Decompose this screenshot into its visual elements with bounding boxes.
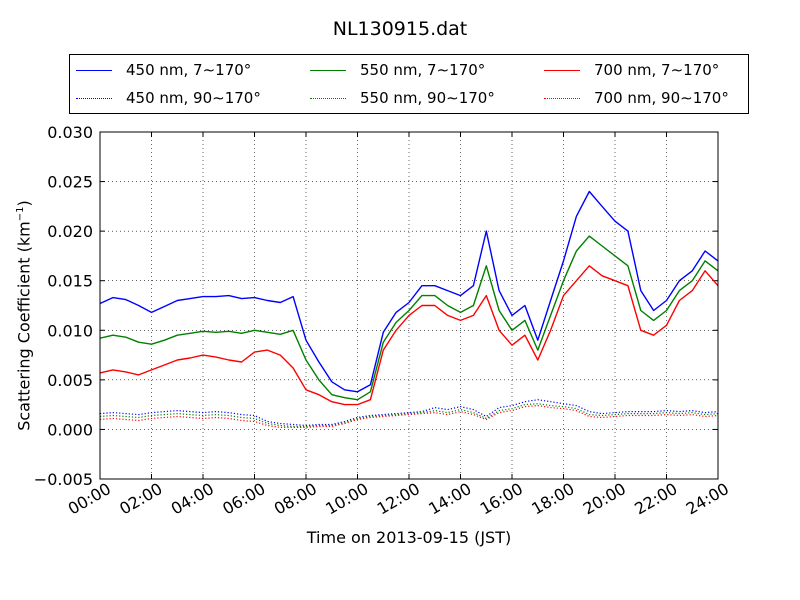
y-tick-label: 0.025 <box>47 173 93 192</box>
legend-swatch <box>544 69 580 71</box>
legend-label: 550 nm, 90∼170° <box>360 89 495 107</box>
series-line-4 <box>99 403 719 428</box>
legend-item-700nm-back: 700 nm, 90∼170° <box>544 88 729 108</box>
series-line-1 <box>99 235 719 401</box>
y-tick-label: 0.010 <box>47 321 93 340</box>
y-tick-label: 0.015 <box>47 272 93 291</box>
legend-label: 700 nm, 90∼170° <box>594 89 729 107</box>
legend: 450 nm, 7∼170° 550 nm, 7∼170° 700 nm, 7∼… <box>69 54 749 114</box>
x-tick-label: 06:00 <box>219 479 268 519</box>
y-tick-label: 0.020 <box>47 222 93 241</box>
plot-area <box>100 132 718 479</box>
x-tick-label: 02:00 <box>116 479 165 519</box>
x-tick-label: 14:00 <box>425 479 474 519</box>
y-tick-label: 0.000 <box>47 420 93 439</box>
y-tick-label: 0.030 <box>47 123 93 142</box>
legend-swatch <box>310 97 346 99</box>
x-tick-label: 16:00 <box>477 479 526 519</box>
legend-swatch <box>76 69 112 71</box>
legend-label: 550 nm, 7∼170° <box>360 61 486 79</box>
series-line-2 <box>99 265 719 406</box>
x-tick-label: 20:00 <box>580 479 629 519</box>
y-tick-label: −0.005 <box>34 470 93 489</box>
x-axis-label: Time on 2013-09-15 (JST) <box>306 528 512 547</box>
legend-label: 700 nm, 7∼170° <box>594 61 720 79</box>
x-tick-label: 10:00 <box>322 479 371 519</box>
legend-swatch <box>544 97 580 99</box>
x-tick-label: 18:00 <box>528 479 577 519</box>
y-axis-label: Scattering Coefficient (km−1) <box>14 200 34 431</box>
legend-item-700nm-full: 700 nm, 7∼170° <box>544 60 719 80</box>
chart-title: NL130915.dat <box>332 18 468 40</box>
x-tick-label: 12:00 <box>374 479 423 519</box>
series-line-0 <box>99 190 719 393</box>
y-tick-label: 0.005 <box>47 371 93 390</box>
plot-frame <box>99 131 719 480</box>
x-tick-label: 24:00 <box>683 479 732 519</box>
x-tick-label: 08:00 <box>271 479 320 519</box>
legend-label: 450 nm, 7∼170° <box>126 61 252 79</box>
legend-swatch <box>76 97 112 99</box>
legend-label: 450 nm, 90∼170° <box>126 89 261 107</box>
legend-item-450nm-back: 450 nm, 90∼170° <box>76 88 261 108</box>
legend-swatch <box>310 69 346 71</box>
legend-item-550nm-full: 550 nm, 7∼170° <box>310 60 485 80</box>
x-tick-label: 22:00 <box>631 479 680 519</box>
series-line-5 <box>99 405 719 428</box>
legend-item-550nm-back: 550 nm, 90∼170° <box>310 88 495 108</box>
series-line-3 <box>99 399 719 427</box>
legend-item-450nm-full: 450 nm, 7∼170° <box>76 60 251 80</box>
x-tick-label: 04:00 <box>168 479 217 519</box>
